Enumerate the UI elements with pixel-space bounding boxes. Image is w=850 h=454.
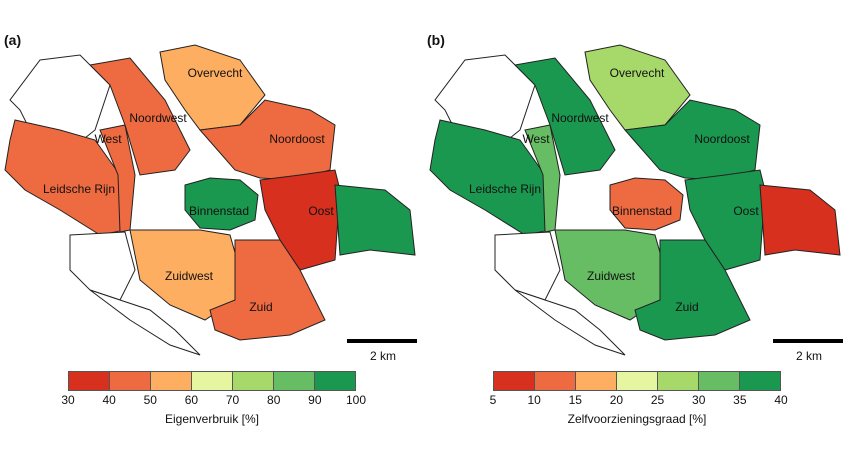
district-area-zuid: [634, 239, 751, 341]
scale-label: 2 km: [370, 349, 397, 363]
legend-tick-label: 60: [184, 393, 199, 407]
district-label-west: West: [94, 132, 122, 146]
district-area-oost-west: [259, 169, 341, 271]
scale-bar: [773, 339, 843, 343]
district-label-zuid: Zuid: [249, 300, 272, 314]
legend-tick-label: 40: [102, 393, 116, 407]
legend-swatch: [699, 372, 740, 390]
legend-swatch: [494, 372, 535, 390]
legend-tick-label: 10: [527, 393, 541, 407]
district-label-binnenstad: Binnenstad: [189, 204, 249, 218]
legend-swatch: [617, 372, 658, 390]
district-label-west: West: [522, 132, 550, 146]
panel-label: (a): [4, 32, 22, 48]
legend-tick-label: 35: [733, 393, 747, 407]
district-label-overvecht: Overvecht: [188, 66, 243, 80]
district-label-zuid: Zuid: [675, 300, 698, 314]
legend-tick-label: 25: [650, 393, 665, 407]
district-area-noordoost: [624, 99, 761, 181]
legend-swatch: [274, 372, 315, 390]
legend-tick-label: 30: [692, 393, 706, 407]
district-label-noordwest: Noordwest: [129, 111, 187, 125]
legend-ticks: 5 10 15 20 25 30 35 40: [489, 393, 788, 409]
district-area-binnenstad: [184, 177, 259, 231]
district-area-zuid: [209, 239, 326, 341]
legend-swatch: [192, 372, 233, 390]
district-label-overvecht: Overvecht: [610, 66, 665, 80]
district-area-south-white: [89, 289, 201, 356]
legend-tick-label: 5: [489, 393, 497, 407]
legend-tick-label: 40: [774, 393, 788, 407]
panel-label: (b): [427, 32, 445, 48]
district-area-noordwest: [88, 57, 191, 176]
district-label-zuidwest: Zuidwest: [587, 269, 636, 283]
legend-swatch: [315, 372, 355, 390]
scale-label: 2 km: [796, 349, 823, 363]
district-label-zuidwest: Zuidwest: [165, 269, 214, 283]
district-map: Overvecht Noordwest Noordoost West Leidsche …: [4, 44, 416, 356]
legend-swatch: [151, 372, 192, 390]
district-label-leidsche-rijn: Leidsche Rijn: [43, 182, 115, 196]
district-area-noordoost: [199, 99, 336, 181]
legend-tick-label: 15: [568, 393, 582, 407]
district-area-noordwest: [513, 57, 616, 176]
legend-title: Eigenverbruik [%]: [164, 412, 260, 426]
district-label-leidsche-rijn: Leidsche Rijn: [469, 182, 541, 196]
legend-swatch: [658, 372, 699, 390]
legend-ticks: 30 40 50 60 70 80 90 100: [61, 393, 366, 409]
legend-swatch: [233, 372, 274, 390]
district-area-binnenstad: [609, 177, 684, 231]
legend-colorbar: [493, 371, 781, 391]
district-label-binnenstad: Binnenstad: [612, 204, 672, 218]
legend-title: Zelfvoorzieningsgraad [%]: [567, 412, 707, 426]
legend-colorbar: [68, 371, 356, 391]
legend-tick-label: 90: [308, 393, 322, 407]
scale-bar: [347, 339, 417, 343]
legend-swatch: [740, 372, 780, 390]
district-map: Overvecht Noordwest Noordoost West Leidsche …: [429, 44, 841, 356]
district-area-west-south: [69, 231, 136, 301]
district-area-oost-east: [759, 184, 841, 256]
district-area-oost-east: [334, 184, 416, 256]
legend-swatch: [576, 372, 617, 390]
legend-tick-label: 20: [609, 393, 624, 407]
legend-tick-label: 30: [61, 393, 75, 407]
legend-swatch: [535, 372, 576, 390]
district-area-oost-west: [684, 169, 766, 271]
district-label-noordwest: Noordwest: [551, 111, 609, 125]
district-area-south-white: [514, 289, 626, 356]
legend-tick-label: 50: [143, 393, 157, 407]
legend-swatch: [69, 372, 110, 390]
panel-b: (b) Overvecht Noordwest Noordoost West Leids…: [425, 0, 850, 454]
legend-tick-label: 70: [225, 393, 240, 407]
legend-tick-label: 100: [345, 393, 367, 407]
district-label-noordoost: Noordoost: [269, 132, 325, 146]
district-label-oost: Oost: [308, 204, 334, 218]
legend-tick-label: 80: [267, 393, 281, 407]
district-label-noordoost: Noordoost: [694, 132, 750, 146]
district-label-oost: Oost: [733, 204, 759, 218]
district-area-west-south: [494, 231, 561, 301]
panel-a: (a) Overvecht Noordwest Noordoost West Leids…: [4, 32, 417, 426]
legend-swatch: [110, 372, 151, 390]
